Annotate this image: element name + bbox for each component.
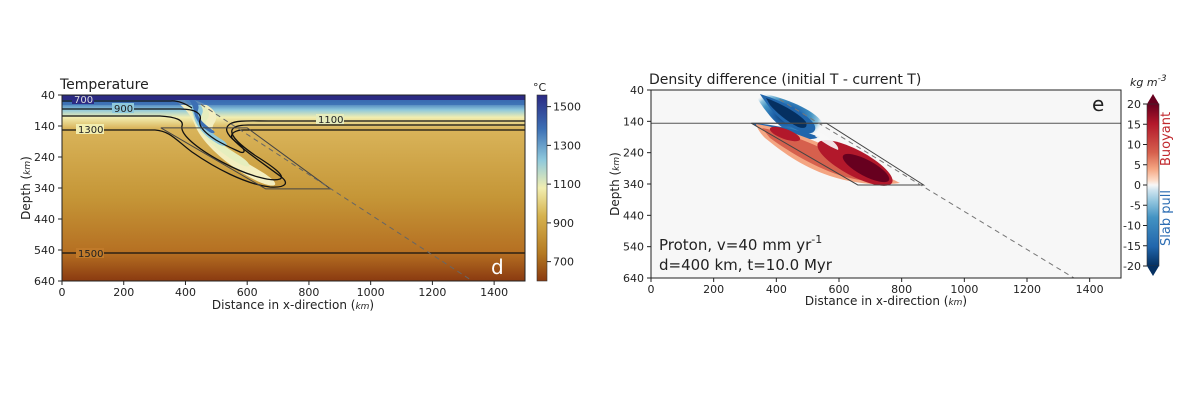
temperature-xtick-label: 400 bbox=[175, 286, 196, 299]
temperature-title: Temperature bbox=[59, 77, 149, 93]
contour-label-900: 900 bbox=[114, 104, 133, 115]
contour-label-1500: 1500 bbox=[78, 249, 103, 260]
temperature-colorbar-tick-label: 1300 bbox=[553, 139, 581, 152]
temperature-contours bbox=[62, 100, 525, 254]
temperature-colorbar: °C 700 900 1100 1300 1500 bbox=[533, 81, 581, 282]
density-panel: Density difference (initial T - current … bbox=[608, 72, 1174, 308]
temperature-xtick-label: 0 bbox=[59, 286, 66, 299]
temperature-ytick-label: 640 bbox=[34, 275, 55, 288]
colorbar-label-buoyant: Buoyant bbox=[1159, 112, 1174, 166]
temperature-xtick-label: 200 bbox=[113, 286, 134, 299]
temperature-colorbar-tick-label: 1500 bbox=[553, 101, 581, 114]
contour-900 bbox=[62, 108, 525, 154]
density-colorbar-tick-label: 20 bbox=[1127, 98, 1141, 111]
temperature-panel-label: d bbox=[491, 255, 504, 279]
density-ytick-label: 240 bbox=[623, 147, 644, 160]
slab-outline-density bbox=[751, 122, 926, 186]
density-colorbar-tick-label: 15 bbox=[1127, 118, 1141, 131]
temperature-panel: Temperature 700 900 1100 bbox=[19, 77, 581, 312]
density-colorbar: kg m-3 20 15 10 5 0 -5 -10 -15 -20 Buoyant Slab … bbox=[1123, 74, 1174, 276]
density-title: Density difference (initial T - current … bbox=[649, 72, 921, 88]
contour-label-700: 700 bbox=[74, 95, 93, 106]
density-xtick-label: 200 bbox=[703, 283, 724, 296]
density-panel-label: e bbox=[1092, 92, 1104, 116]
contour-label-1300: 1300 bbox=[78, 125, 103, 136]
contour-label-1100: 1100 bbox=[318, 115, 343, 126]
density-xtick-label: 1400 bbox=[1076, 283, 1104, 296]
temperature-ylabel: Depth (km) bbox=[19, 156, 33, 220]
density-annotation-line2: d=400 km, t=10.0 Myr bbox=[659, 256, 833, 274]
density-colorbar-tick-label: 5 bbox=[1134, 159, 1141, 172]
density-ylabel: Depth (km) bbox=[608, 152, 622, 216]
density-ytick-label: 540 bbox=[623, 241, 644, 254]
temperature-colorbar-tick-label: 700 bbox=[553, 256, 574, 269]
density-ytick-label: 440 bbox=[623, 209, 644, 222]
temperature-colorbar-tick-label: 1100 bbox=[553, 178, 581, 191]
density-ytick-label: 640 bbox=[623, 272, 644, 285]
temperature-contour-labels: 700 900 1100 1300 1500 bbox=[72, 95, 344, 260]
density-xlabel: Distance in x-direction (km) bbox=[805, 294, 967, 308]
colorbar-extend-bottom bbox=[1147, 266, 1159, 276]
density-colorbar-unit: kg m-3 bbox=[1130, 74, 1167, 89]
temperature-field bbox=[62, 95, 525, 281]
contour-1300 bbox=[62, 129, 525, 188]
temperature-colorbar-unit: °C bbox=[533, 81, 547, 94]
density-xtick-label: 1000 bbox=[950, 283, 978, 296]
contour-700 bbox=[62, 100, 193, 109]
slab-dip-line-temperature bbox=[200, 103, 473, 282]
density-axes: 0 200 400 600 800 1000 1200 1400 40 140 240 340 440 5… bbox=[623, 84, 1104, 296]
density-xtick-label: 0 bbox=[648, 283, 655, 296]
temperature-xtick-label: 600 bbox=[237, 286, 258, 299]
density-colorbar-tick-label: -15 bbox=[1123, 240, 1141, 253]
density-ytick-label: 40 bbox=[630, 84, 644, 97]
density-colorbar-tick-label: 10 bbox=[1127, 139, 1141, 152]
density-field bbox=[752, 92, 900, 186]
colorbar-label-slab-pull: Slab pull bbox=[1159, 190, 1174, 246]
temperature-ytick-label: 40 bbox=[41, 89, 55, 102]
density-annotation-line1: Proton, v=40 mm yr-1 bbox=[659, 233, 822, 254]
temperature-axes: 0 200 400 600 800 1000 1200 1400 40 140 240 340 440 5… bbox=[34, 89, 508, 299]
temperature-colorbar-tick-label: 900 bbox=[553, 217, 574, 230]
temperature-xtick-label: 1000 bbox=[357, 286, 385, 299]
density-colorbar-tick-label: -10 bbox=[1123, 220, 1141, 233]
density-colorbar-tick-label: -20 bbox=[1123, 260, 1141, 273]
density-xtick-label: 400 bbox=[766, 283, 787, 296]
density-ytick-label: 140 bbox=[623, 115, 644, 128]
temperature-ytick-label: 240 bbox=[34, 151, 55, 164]
contour-1100 bbox=[62, 115, 525, 181]
temperature-ytick-label: 540 bbox=[34, 244, 55, 257]
temperature-xtick-label: 1400 bbox=[480, 286, 508, 299]
density-xtick-label: 1200 bbox=[1013, 283, 1041, 296]
temperature-ytick-label: 340 bbox=[34, 182, 55, 195]
temperature-xtick-label: 800 bbox=[298, 286, 319, 299]
slab-dip-line-density bbox=[779, 98, 1075, 279]
density-colorbar-tick-label: 0 bbox=[1134, 179, 1141, 192]
colorbar-extend-top bbox=[1147, 94, 1159, 104]
temperature-ytick-label: 440 bbox=[34, 213, 55, 226]
density-ytick-label: 340 bbox=[623, 178, 644, 191]
temperature-ytick-label: 140 bbox=[34, 120, 55, 133]
density-xtick-label: 800 bbox=[891, 283, 912, 296]
temperature-xtick-label: 1200 bbox=[418, 286, 446, 299]
density-colorbar-tick-label: -5 bbox=[1130, 199, 1141, 212]
density-xtick-label: 600 bbox=[829, 283, 850, 296]
temperature-xlabel: Distance in x-direction (km) bbox=[212, 298, 374, 312]
